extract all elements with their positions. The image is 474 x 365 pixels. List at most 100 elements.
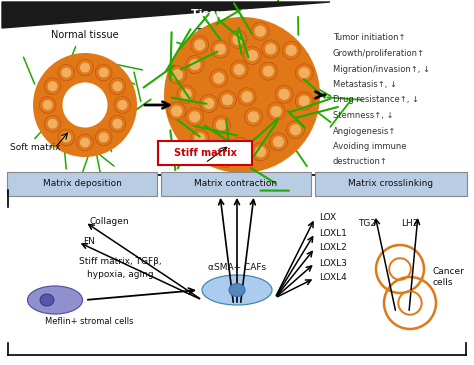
Circle shape <box>100 133 108 142</box>
Text: LOX: LOX <box>319 214 336 223</box>
Circle shape <box>279 89 289 99</box>
Circle shape <box>273 137 283 147</box>
Text: Avoiding immune: Avoiding immune <box>333 142 407 151</box>
Text: Matrix deposition: Matrix deposition <box>43 180 121 188</box>
Circle shape <box>62 68 71 77</box>
FancyBboxPatch shape <box>161 172 311 196</box>
Circle shape <box>177 85 195 103</box>
Circle shape <box>255 26 265 36</box>
Text: Tumor initiation↑: Tumor initiation↑ <box>333 34 405 42</box>
Circle shape <box>186 55 204 73</box>
FancyBboxPatch shape <box>158 141 252 165</box>
Circle shape <box>238 88 256 106</box>
Circle shape <box>190 59 200 69</box>
Circle shape <box>259 62 277 80</box>
Circle shape <box>295 92 313 110</box>
Circle shape <box>191 36 209 54</box>
Circle shape <box>211 40 229 58</box>
Circle shape <box>251 22 269 40</box>
Circle shape <box>62 133 71 142</box>
Circle shape <box>282 41 300 59</box>
Circle shape <box>286 45 296 55</box>
Text: Matrix contraction: Matrix contraction <box>194 180 278 188</box>
Circle shape <box>113 119 122 128</box>
Text: LH2: LH2 <box>401 219 419 227</box>
Circle shape <box>195 40 205 50</box>
Text: LOXL2: LOXL2 <box>319 243 347 253</box>
Circle shape <box>262 40 280 58</box>
Circle shape <box>186 108 204 126</box>
Circle shape <box>242 92 252 102</box>
Text: Stiff matrix: Stiff matrix <box>173 148 237 158</box>
Circle shape <box>255 147 265 157</box>
Circle shape <box>77 134 93 151</box>
Circle shape <box>229 31 247 49</box>
FancyBboxPatch shape <box>7 172 157 196</box>
Circle shape <box>210 69 228 87</box>
Circle shape <box>231 137 249 155</box>
Circle shape <box>266 44 275 54</box>
Circle shape <box>33 53 137 157</box>
Text: Soft matrix: Soft matrix <box>10 143 61 153</box>
Circle shape <box>81 138 89 147</box>
Text: Drug resistance↑, ↓: Drug resistance↑, ↓ <box>333 96 419 104</box>
Ellipse shape <box>27 286 82 314</box>
Circle shape <box>200 95 218 112</box>
Circle shape <box>190 112 200 122</box>
Circle shape <box>109 115 126 132</box>
Text: Cancer
cells: Cancer cells <box>433 266 465 287</box>
Text: αSMA+ CAFs: αSMA+ CAFs <box>208 264 266 273</box>
Circle shape <box>215 44 225 54</box>
Circle shape <box>220 154 230 164</box>
Circle shape <box>118 101 127 110</box>
Circle shape <box>44 115 61 132</box>
Ellipse shape <box>202 275 272 305</box>
Circle shape <box>300 68 309 78</box>
Text: FN: FN <box>83 238 95 246</box>
Circle shape <box>270 133 287 151</box>
Text: LOXL3: LOXL3 <box>319 258 347 268</box>
Circle shape <box>39 97 56 113</box>
Circle shape <box>212 116 230 134</box>
Circle shape <box>195 134 205 143</box>
Circle shape <box>164 17 320 173</box>
Circle shape <box>219 91 237 109</box>
Circle shape <box>243 46 261 65</box>
Circle shape <box>81 63 89 72</box>
Polygon shape <box>2 2 330 28</box>
Circle shape <box>247 50 257 60</box>
Circle shape <box>275 85 293 103</box>
Circle shape <box>100 68 108 77</box>
Circle shape <box>48 82 57 91</box>
Text: Angiogenesis↑: Angiogenesis↑ <box>333 127 396 135</box>
Circle shape <box>43 101 52 110</box>
Circle shape <box>234 65 244 74</box>
Text: Stiff matrix, TGFβ,
hypoxia, aging: Stiff matrix, TGFβ, hypoxia, aging <box>79 257 161 279</box>
FancyBboxPatch shape <box>315 172 467 196</box>
Circle shape <box>217 120 227 130</box>
Text: TG2: TG2 <box>358 219 376 227</box>
Circle shape <box>168 102 186 120</box>
Circle shape <box>77 59 93 76</box>
Ellipse shape <box>229 284 245 296</box>
Circle shape <box>267 103 285 120</box>
Circle shape <box>233 35 243 45</box>
Circle shape <box>58 129 74 146</box>
Circle shape <box>48 119 57 128</box>
Text: Meflin+ stromal cells: Meflin+ stromal cells <box>45 318 134 327</box>
Text: LOXL4: LOXL4 <box>319 273 347 283</box>
Text: Normal tissue: Normal tissue <box>51 30 119 40</box>
Text: destruction↑: destruction↑ <box>333 158 388 166</box>
Circle shape <box>172 106 182 116</box>
Circle shape <box>58 64 74 81</box>
Circle shape <box>214 73 224 83</box>
Circle shape <box>299 96 309 106</box>
Circle shape <box>271 107 281 116</box>
Circle shape <box>252 143 270 161</box>
Text: Growth/proliferation↑: Growth/proliferation↑ <box>333 49 425 58</box>
Circle shape <box>204 99 214 108</box>
Circle shape <box>286 121 304 139</box>
Circle shape <box>230 61 248 78</box>
Circle shape <box>216 150 234 168</box>
Circle shape <box>173 70 182 80</box>
